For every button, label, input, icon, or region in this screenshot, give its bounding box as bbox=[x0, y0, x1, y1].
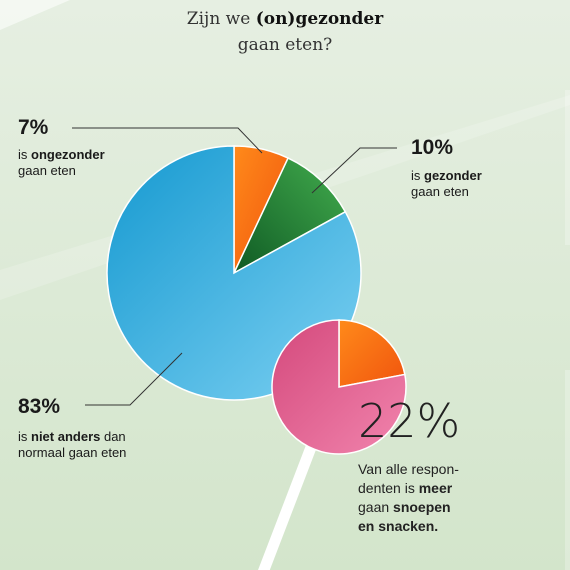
leader-line-ongezonder bbox=[72, 127, 263, 154]
label-value-ongezonder: 7% bbox=[18, 116, 49, 139]
slice-rest bbox=[271, 319, 407, 455]
leader-line-niet-anders bbox=[85, 352, 183, 406]
lollipop-pie bbox=[271, 319, 407, 455]
label-desc-gezonder: is gezonder gaan eten bbox=[411, 168, 482, 199]
label-desc-ongezonder: is ongezonder gaan eten bbox=[18, 147, 105, 178]
label-value-gezonder: 10% bbox=[411, 136, 454, 159]
leader-line-gezonder bbox=[311, 147, 397, 194]
slice-snoepen-snacken bbox=[338, 319, 406, 388]
highlight-note: Van alle respon- denten is meer gaan sno… bbox=[358, 461, 459, 534]
chart-title: Zijn we (on)gezonder bbox=[186, 9, 384, 29]
slice-gezonder bbox=[232, 157, 347, 275]
label-desc-niet-anders: is niet anders dan normaal gaan eten bbox=[18, 429, 127, 460]
highlight-value: 22% bbox=[358, 394, 461, 448]
chart-title-line2: gaan eten? bbox=[237, 35, 333, 55]
label-value-niet-anders: 83% bbox=[18, 395, 61, 418]
